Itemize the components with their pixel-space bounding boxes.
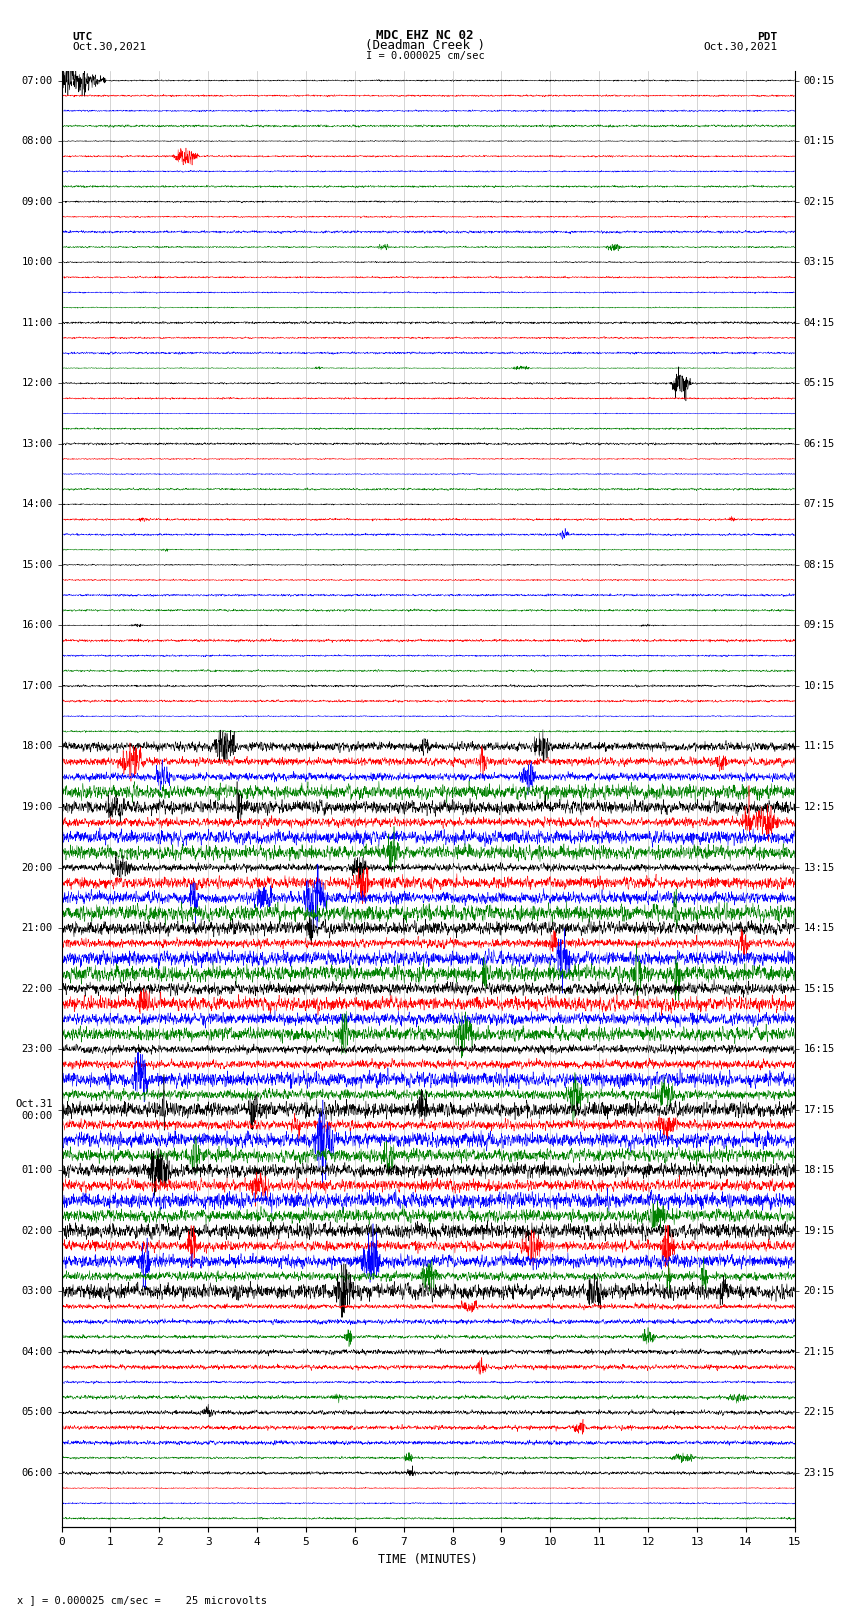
Text: Oct.30,2021: Oct.30,2021 [72,42,146,52]
Text: Oct.30,2021: Oct.30,2021 [704,42,778,52]
Text: PDT: PDT [757,32,778,42]
Text: (Deadman Creek ): (Deadman Creek ) [365,39,485,52]
Text: x ] = 0.000025 cm/sec =    25 microvolts: x ] = 0.000025 cm/sec = 25 microvolts [17,1595,267,1605]
Text: UTC: UTC [72,32,93,42]
X-axis label: TIME (MINUTES): TIME (MINUTES) [378,1553,478,1566]
Text: I = 0.000025 cm/sec: I = 0.000025 cm/sec [366,52,484,61]
Text: MDC EHZ NC 02: MDC EHZ NC 02 [377,29,473,42]
